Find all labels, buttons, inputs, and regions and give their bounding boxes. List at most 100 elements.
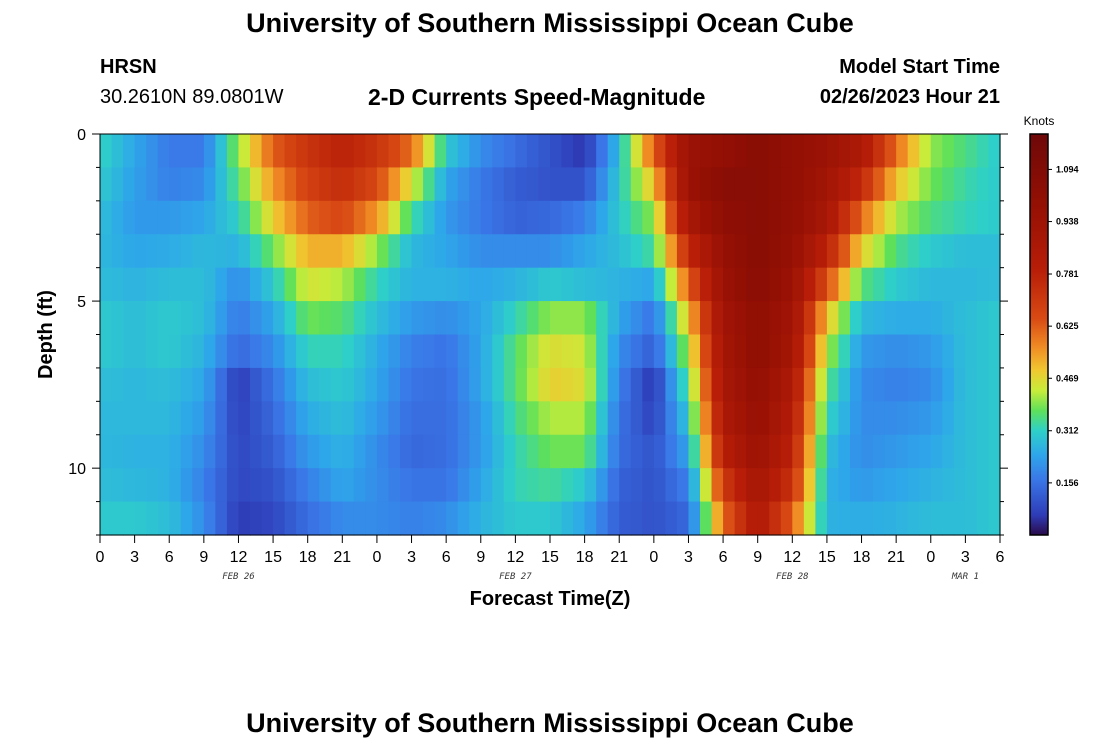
heatmap-cell	[203, 501, 216, 536]
heatmap-cell	[400, 367, 413, 402]
heatmap-cell	[596, 434, 609, 469]
heatmap-cell	[561, 468, 574, 503]
heatmap-cell	[907, 367, 920, 402]
heatmap-cell	[261, 501, 274, 536]
heatmap-cell	[100, 234, 113, 269]
heatmap-cell	[342, 468, 355, 503]
heatmap-cell	[203, 134, 216, 169]
heatmap-cell	[965, 167, 978, 202]
heatmap-cell	[746, 301, 759, 336]
heatmap-cell	[284, 200, 297, 235]
heatmap-cell	[757, 468, 770, 503]
heatmap-cell	[769, 367, 782, 402]
heatmap-cell	[884, 434, 897, 469]
heatmap-cell	[515, 200, 528, 235]
heatmap-cell	[250, 367, 263, 402]
heatmap-cell	[423, 301, 436, 336]
heatmap-cell	[573, 134, 586, 169]
heatmap-cell	[123, 134, 136, 169]
heatmap-cell	[919, 134, 932, 169]
heatmap-cell	[457, 434, 470, 469]
heatmap-cell	[146, 200, 159, 235]
heatmap-cell	[665, 167, 678, 202]
heatmap-cell	[492, 134, 505, 169]
heatmap-cell	[376, 434, 390, 469]
heatmap-cell	[526, 334, 540, 369]
heatmap-cell	[423, 267, 436, 302]
heatmap-cell	[803, 501, 816, 536]
heatmap-cell	[250, 468, 263, 503]
heatmap-cell	[100, 167, 113, 202]
heatmap-cell	[792, 301, 805, 336]
heatmap-cell	[746, 434, 759, 469]
heatmap-cell	[400, 234, 413, 269]
heatmap-cell	[873, 401, 886, 436]
heatmap-cell	[550, 468, 563, 503]
heatmap-cell	[630, 267, 643, 302]
heatmap-cell	[457, 167, 470, 202]
heatmap-cell	[480, 367, 493, 402]
heatmap-cell	[700, 367, 713, 402]
heatmap-cell	[700, 501, 713, 536]
heatmap-cell	[261, 367, 274, 402]
heatmap-cell	[376, 501, 390, 536]
heatmap-cell	[792, 468, 805, 503]
heatmap-cell	[238, 434, 251, 469]
heatmap-cell	[169, 301, 182, 336]
heatmap-cell	[723, 167, 736, 202]
heatmap-cell	[584, 501, 597, 536]
heatmap-cell	[907, 401, 920, 436]
heatmap-cell	[480, 501, 493, 536]
heatmap-cell	[757, 434, 770, 469]
heatmap-cell	[480, 301, 493, 336]
heatmap-cell	[642, 301, 655, 336]
heatmap-cell	[676, 200, 690, 235]
heatmap-cell	[157, 200, 170, 235]
heatmap-cell	[826, 468, 840, 503]
heatmap-cell	[307, 267, 320, 302]
heatmap-cell	[850, 501, 863, 536]
heatmap-cell	[492, 401, 505, 436]
heatmap-cell	[111, 234, 124, 269]
heatmap-cell	[792, 501, 805, 536]
heatmap-cell	[584, 468, 597, 503]
heatmap-cell	[203, 367, 216, 402]
heatmap-cell	[573, 334, 586, 369]
heatmap-cell	[411, 200, 424, 235]
heatmap-cell	[376, 334, 390, 369]
heatmap-cell	[180, 301, 193, 336]
heatmap-cell	[515, 468, 528, 503]
heatmap-cell	[584, 267, 597, 302]
heatmap-cell	[953, 200, 966, 235]
heatmap-cell	[665, 134, 678, 169]
heatmap-cell	[734, 200, 747, 235]
heatmap-cell	[446, 200, 459, 235]
heatmap-cell	[780, 167, 793, 202]
heatmap-cell	[815, 134, 828, 169]
heatmap-cell	[653, 301, 666, 336]
colorbar-tick-label: 0.938	[1056, 217, 1079, 227]
heatmap-cell	[388, 401, 401, 436]
heatmap-cell	[826, 434, 840, 469]
heatmap-cell	[665, 468, 678, 503]
heatmap-cell	[480, 434, 493, 469]
heatmap-cell	[769, 401, 782, 436]
heatmap-cell	[642, 334, 655, 369]
heatmap-cell	[884, 401, 897, 436]
heatmap-cell	[757, 301, 770, 336]
heatmap-cell	[826, 200, 840, 235]
heatmap-cell	[457, 501, 470, 536]
heatmap-cell	[273, 501, 286, 536]
heatmap-cell	[365, 267, 378, 302]
heatmap-cell	[400, 301, 413, 336]
heatmap-cell	[157, 234, 170, 269]
heatmap-cell	[780, 367, 793, 402]
heatmap-cell	[653, 167, 666, 202]
heatmap-cell	[676, 334, 690, 369]
heatmap-cell	[861, 401, 874, 436]
heatmap-cell	[665, 234, 678, 269]
heatmap-cell	[746, 267, 759, 302]
heatmap-cell	[538, 334, 551, 369]
heatmap-cell	[642, 167, 655, 202]
heatmap-cell	[607, 134, 620, 169]
